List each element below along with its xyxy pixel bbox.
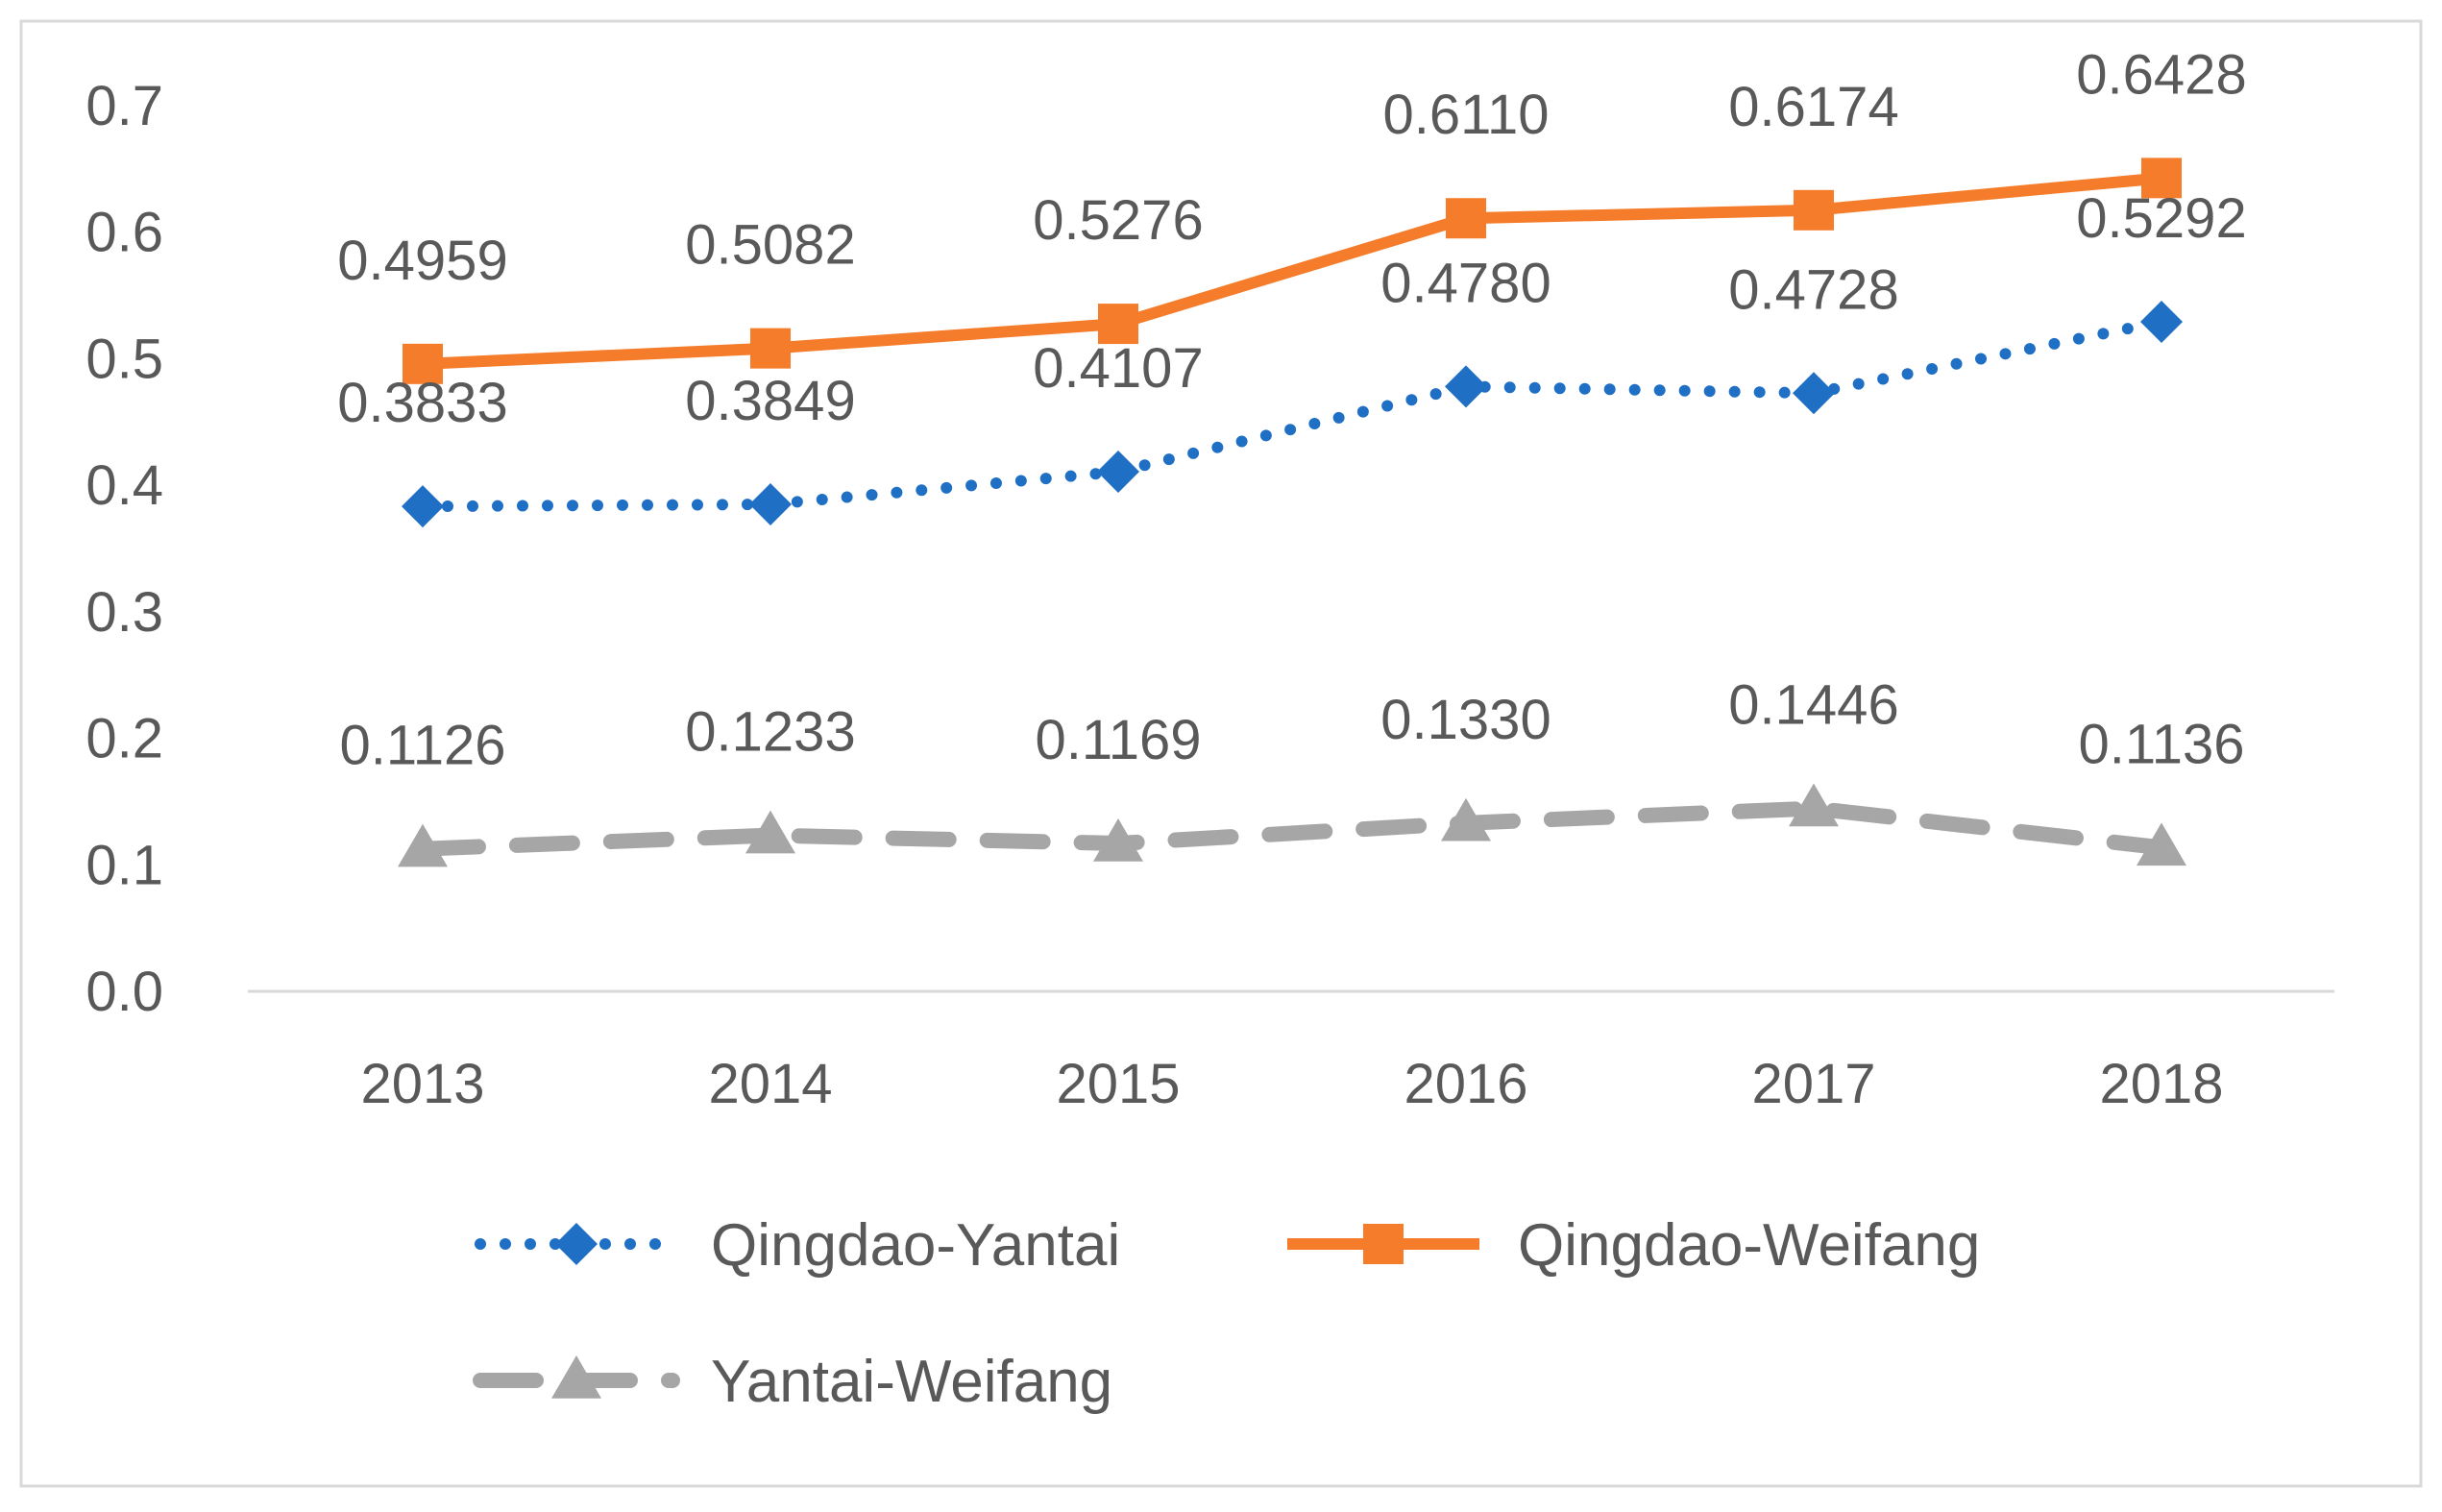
series-qingdao-yantai — [402, 300, 2183, 528]
data-point-marker — [1098, 304, 1138, 345]
legend-marker — [555, 1223, 598, 1265]
legend-item: Qingdao-Yantai — [475, 1212, 1120, 1279]
data-label: 0.1233 — [685, 701, 855, 764]
data-point-marker — [749, 483, 792, 526]
y-tick-label: 0.7 — [85, 75, 163, 137]
chart-border — [19, 19, 2423, 1488]
y-tick-label: 0.1 — [85, 834, 163, 896]
series-line — [415, 800, 2169, 857]
y-axis-ticks: 0.0 0.1 0.2 0.3 0.4 0.5 0.6 0.7 — [85, 75, 163, 1023]
data-point-marker — [398, 823, 448, 867]
x-tick-label: 2015 — [1056, 1053, 1180, 1115]
y-tick-label: 0.5 — [85, 328, 163, 390]
data-point-marker — [750, 328, 791, 369]
data-point-marker — [1446, 198, 1486, 239]
y-tick-label: 0.2 — [85, 708, 163, 770]
data-point-marker — [2140, 300, 2183, 343]
data-point-marker — [2141, 158, 2182, 199]
x-axis-ticks: 2013 2014 2015 2016 2017 2018 — [360, 1053, 2223, 1115]
y-tick-label: 0.4 — [85, 454, 163, 517]
data-point-marker — [1794, 189, 1834, 231]
data-point-marker — [1441, 797, 1491, 841]
legend-marker — [1363, 1224, 1404, 1264]
data-point-marker — [745, 810, 795, 854]
data-label: 0.5082 — [685, 214, 855, 277]
x-tick-label: 2017 — [1751, 1053, 1875, 1115]
x-tick-label: 2014 — [708, 1053, 832, 1115]
data-label: 0.5276 — [1033, 189, 1203, 252]
data-label: 0.1446 — [1728, 674, 1898, 737]
y-tick-label: 0.3 — [85, 581, 163, 644]
x-tick-label: 2013 — [360, 1053, 484, 1115]
data-point-marker — [1789, 783, 1839, 827]
legend-item: Yantai-Weifang — [473, 1349, 1112, 1415]
series-line — [417, 315, 2167, 513]
data-labels: 0.3833 0.3849 0.4107 0.4780 0.4728 0.5292 0.49… — [337, 43, 2246, 776]
data-point-marker — [1793, 372, 1835, 415]
data-label: 0.4780 — [1380, 252, 1551, 314]
data-label: 0.1330 — [1380, 689, 1551, 751]
series-layer — [398, 158, 2186, 867]
legend-item: Qingdao-Weifang — [1287, 1212, 1980, 1279]
legend-label: Qingdao-Weifang — [1518, 1212, 1980, 1279]
data-point-marker — [1097, 451, 1139, 494]
data-label: 0.3833 — [337, 372, 507, 434]
data-point-marker — [1445, 365, 1487, 408]
data-label: 0.3849 — [685, 370, 855, 432]
legend-marker — [551, 1355, 601, 1399]
legend-label: Qingdao-Yantai — [711, 1212, 1120, 1279]
y-tick-label: 0.0 — [85, 961, 163, 1023]
data-label: 0.6110 — [1382, 84, 1549, 146]
data-label: 0.4107 — [1033, 337, 1203, 400]
legend: Qingdao-Yantai Qingdao-Weifang Yantai-Weif… — [473, 1212, 1980, 1415]
data-point-marker — [1093, 818, 1143, 862]
data-point-marker — [2137, 822, 2186, 866]
series-qingdao-weifang — [403, 158, 2182, 384]
data-label: 0.6174 — [1728, 76, 1898, 138]
legend-label: Yantai-Weifang — [711, 1349, 1112, 1415]
data-label: 0.6428 — [2076, 43, 2246, 106]
x-tick-label: 2016 — [1404, 1053, 1527, 1115]
y-tick-label: 0.6 — [85, 202, 163, 264]
data-label: 0.4728 — [1728, 258, 1898, 321]
data-point-marker — [403, 343, 443, 384]
series-yantai-weifang — [398, 783, 2186, 867]
data-label: 0.5292 — [2076, 187, 2246, 250]
data-label: 0.1136 — [2078, 713, 2244, 775]
data-label: 0.1169 — [1035, 709, 1201, 771]
data-label: 0.1126 — [339, 715, 505, 777]
data-label: 0.4959 — [337, 230, 507, 292]
data-point-marker — [402, 485, 444, 528]
series-line — [422, 172, 2162, 370]
x-tick-label: 2018 — [2099, 1053, 2223, 1115]
